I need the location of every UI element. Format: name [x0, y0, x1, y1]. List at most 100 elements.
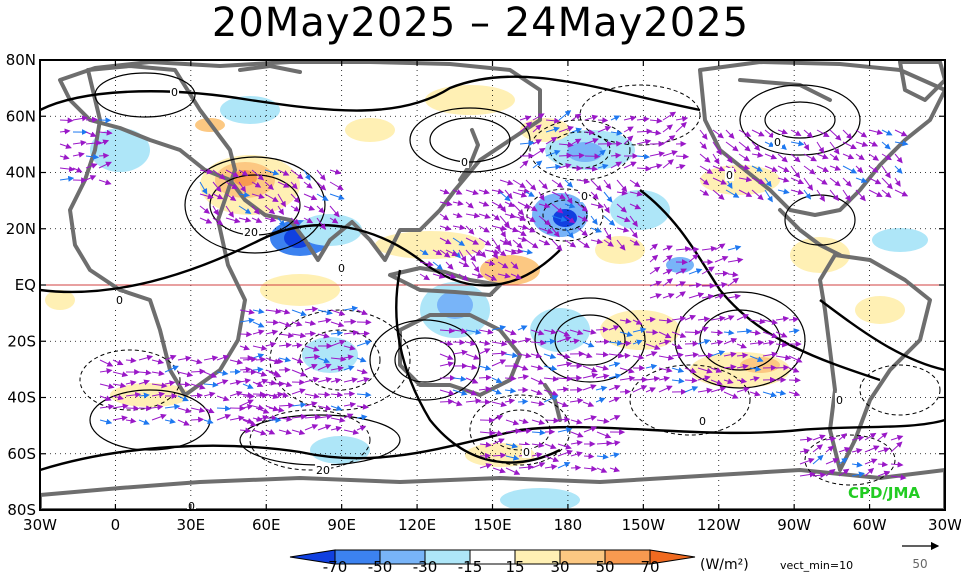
vector-arrow — [777, 176, 790, 183]
vector-arrow — [538, 202, 551, 209]
vector-arrow — [517, 224, 529, 231]
vector-arrow — [229, 415, 245, 422]
vector-arrow — [645, 343, 661, 351]
vector-arrow — [671, 377, 685, 384]
latitude-label: 60N — [6, 107, 36, 125]
vector-arrow — [499, 191, 511, 202]
latitude-label: EQ — [15, 276, 36, 294]
vector-arrow — [264, 169, 280, 176]
vector-arrow — [662, 293, 675, 299]
vector-arrow — [452, 328, 468, 335]
vector-arrow — [610, 140, 623, 147]
vector-arrow — [868, 141, 879, 147]
vector-arrow — [556, 353, 571, 360]
vector-arrow — [812, 472, 827, 479]
vector-arrow — [304, 414, 321, 421]
vector-arrow — [484, 260, 496, 266]
vector-arrow — [479, 463, 493, 469]
vector-arrow — [577, 227, 589, 237]
vector-arrow — [277, 181, 290, 188]
vector-arrow — [543, 395, 559, 403]
vector-arrow — [658, 317, 673, 324]
vector-arrow — [597, 126, 612, 133]
vector-arrow — [697, 367, 713, 374]
vector-arrow — [491, 225, 508, 232]
vector-arrow — [356, 330, 370, 337]
vector-arrow — [497, 249, 507, 257]
vector-arrow — [649, 163, 663, 170]
vector-arrow — [238, 205, 252, 215]
vector-arrow — [532, 147, 546, 157]
vector-arrow — [725, 153, 733, 164]
vector-arrow — [216, 379, 229, 385]
vector-arrow — [497, 272, 511, 279]
vector-arrow — [317, 404, 332, 411]
vector-arrow — [790, 140, 805, 147]
latitude-label: 60S — [7, 445, 36, 463]
vector-arrow — [675, 115, 689, 122]
vector-arrow — [584, 114, 599, 121]
vector-arrow — [491, 377, 503, 383]
vector-arrow — [330, 391, 344, 398]
colorbar-tick-label: 70 — [640, 558, 659, 575]
vector-arrow — [764, 165, 779, 172]
vector-arrow — [671, 352, 684, 359]
vector-arrow — [330, 416, 346, 423]
vector-arrow — [788, 328, 800, 335]
vector-arrow — [727, 271, 739, 278]
vector-arrow — [432, 249, 443, 256]
vector-arrow — [558, 141, 574, 148]
vector-arrow — [452, 349, 468, 356]
vector-arrow — [764, 177, 772, 188]
longitude-label: 60E — [252, 516, 281, 534]
vector-arrow — [777, 128, 788, 135]
vector-arrow — [596, 453, 609, 460]
vector-arrow — [894, 177, 901, 187]
vector-arrow — [491, 401, 507, 408]
vector-arrow — [590, 215, 598, 226]
vector-arrow — [304, 354, 321, 360]
vector-arrow — [517, 352, 532, 359]
vector-arrow — [291, 369, 307, 377]
vector-arrow — [517, 337, 532, 344]
vector-arrow — [268, 358, 284, 365]
vector-arrow — [609, 415, 621, 421]
vector-arrow — [684, 377, 698, 384]
vector-arrow — [419, 260, 434, 267]
vector-arrow — [517, 365, 529, 371]
vector-arrow — [556, 336, 572, 343]
vector-arrow — [697, 352, 714, 359]
vector-arrow — [504, 201, 515, 207]
vector-arrow — [551, 179, 564, 188]
vector-arrow — [564, 239, 577, 248]
vector-arrow — [465, 212, 481, 219]
vector-arrow — [623, 126, 634, 133]
vector-arrow — [112, 371, 129, 378]
vector-arrow — [478, 386, 492, 393]
vector-arrow — [649, 243, 658, 251]
vector-arrow — [590, 191, 599, 200]
vector-arrow — [608, 339, 624, 346]
vector-arrow — [851, 447, 863, 454]
colorbar-units: (W/m²) — [700, 557, 749, 573]
vector-arrow — [99, 395, 112, 402]
vector-arrow — [343, 413, 354, 419]
vector-arrow — [803, 141, 810, 151]
vector-arrow — [151, 404, 164, 411]
vector-arrow — [699, 165, 714, 174]
vector-arrow — [329, 217, 339, 224]
vector-arrow — [452, 200, 464, 207]
vector-arrow — [212, 205, 219, 216]
vector-arrow — [419, 273, 431, 281]
vector-arrow — [278, 321, 292, 328]
vector-arrow — [710, 379, 723, 386]
vector-arrow — [216, 413, 232, 421]
vector-arrow — [317, 309, 333, 316]
vector-arrow — [595, 373, 610, 380]
contour-label: 0 — [726, 169, 733, 182]
vector-arrow — [890, 441, 903, 453]
vector-arrow — [816, 153, 829, 160]
vector-arrow — [749, 329, 762, 336]
vector-arrow — [465, 377, 479, 384]
vector-arrow — [749, 318, 766, 325]
